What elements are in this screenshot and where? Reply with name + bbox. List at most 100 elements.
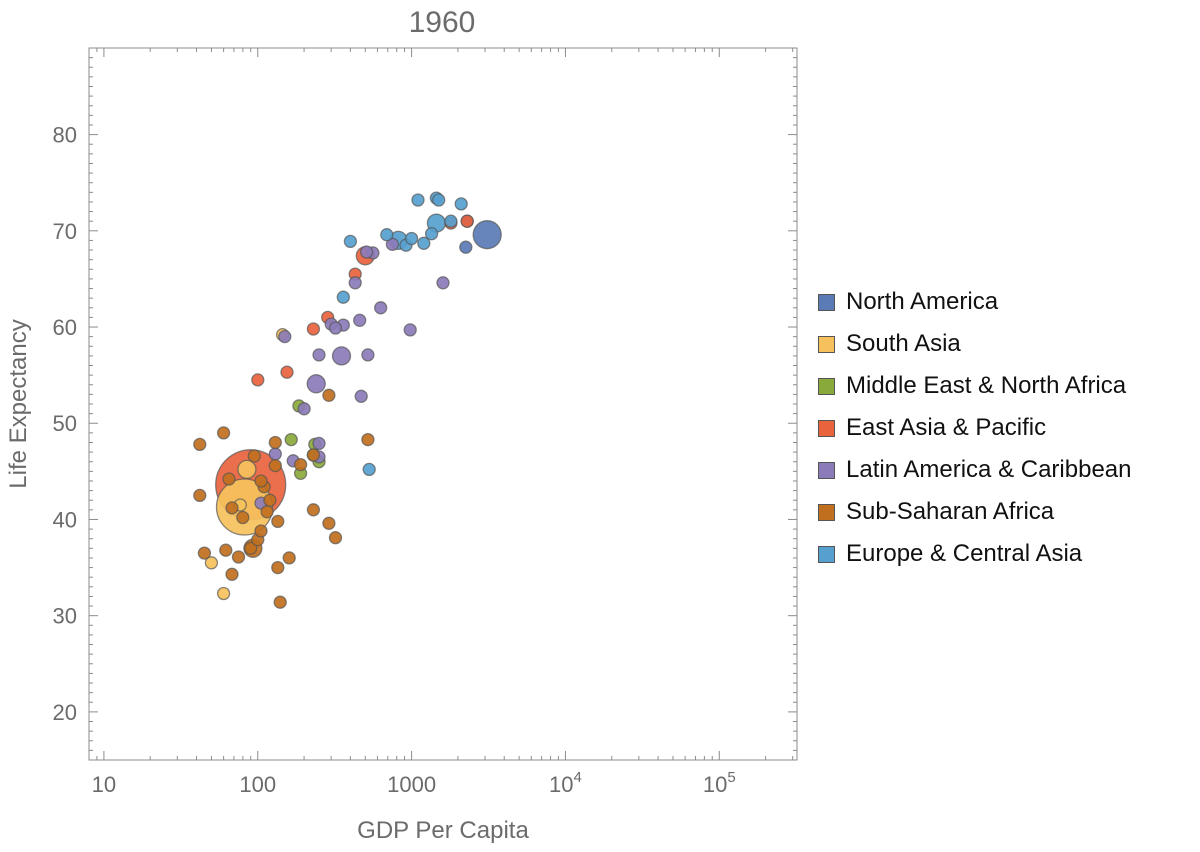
data-point [193,488,207,503]
data-point [424,227,439,241]
data-point [343,234,358,249]
legend-swatch [818,377,835,395]
data-point [216,586,231,601]
y-tick-label: 60 [53,315,77,340]
data-point [385,237,400,251]
legend-swatch [818,293,835,311]
y-tick-label: 20 [53,700,77,725]
data-point [263,493,277,507]
y-tick-label: 30 [53,604,77,629]
x-tick-label: 1000 [387,772,436,797]
data-point [322,516,336,530]
plot-frame [88,47,798,761]
data-point [331,346,352,366]
legend-label: East Asia & Pacific [846,414,1047,441]
data-point [237,459,257,480]
data-point [251,373,265,387]
data-point [354,389,368,403]
data-point [260,505,274,519]
data-point [268,447,282,461]
legend-item: South Asia [818,323,1132,365]
data-point [328,321,343,335]
data-point [225,567,239,581]
legend-label: South Asia [846,330,961,357]
data-point [348,276,362,290]
data-point [454,197,468,211]
legend-swatch [818,503,835,521]
data-point [336,290,350,304]
legend-label: Latin America & Caribbean [846,456,1132,483]
data-point [328,531,343,545]
data-point [361,348,375,362]
data-point [361,432,375,447]
x-tick-labels: 10 100 1000 104 105 [92,769,736,797]
data-point [280,365,294,379]
data-point [472,220,502,250]
data-point [282,551,296,565]
data-point [306,448,321,462]
legend-swatch [818,545,835,563]
data-point [247,449,261,463]
data-point [278,329,292,344]
data-point [436,276,450,290]
data-point [268,435,282,450]
data-point [353,313,367,327]
data-point [312,436,326,451]
legend-label: North America [846,288,999,315]
legend-swatch [818,419,835,437]
legend-swatch [818,461,835,479]
data-point [293,457,308,472]
legend-swatch [818,335,835,353]
data-point [403,323,417,337]
legend-item: Europe & Central Asia [818,533,1132,575]
data-point [380,228,394,242]
data-point [197,546,212,560]
data-point [460,214,474,228]
legend-label: Sub-Saharan Africa [846,498,1055,525]
legend-item: East Asia & Pacific [818,407,1132,449]
data-point [244,541,258,555]
data-point [411,193,425,207]
x-tick-label: 105 [703,769,736,797]
y-axis-title: Life Expectancy [5,319,32,488]
data-point [236,510,250,525]
data-point [306,374,326,394]
data-point [359,245,374,259]
data-point [273,595,287,609]
data-point [432,193,446,207]
legend-item: Sub-Saharan Africa [818,491,1132,533]
data-point [254,474,268,488]
y-tick-label: 80 [53,123,77,148]
data-point [271,560,285,575]
data-point [271,514,285,529]
data-point [322,388,336,402]
data-point [459,240,473,254]
data-point [306,503,321,517]
legend: North America South Asia Middle East & Nor… [818,281,1132,575]
data-point [404,231,419,246]
x-tick-label: 100 [239,772,276,797]
data-point [297,402,311,416]
data-point [306,322,321,336]
data-point [231,550,246,564]
data-points [193,191,502,609]
data-point [312,348,326,362]
scatter-chart: 1960 20 30 40 50 60 70 80 10 100 1000 104 105 GDP … [5,6,798,844]
data-point [284,432,298,447]
data-point [374,301,388,315]
x-tick-label: 104 [549,769,582,797]
y-tick-labels: 20 30 40 50 60 70 80 [53,123,77,725]
y-tick-label: 70 [53,219,77,244]
data-point [204,556,219,570]
data-point [225,501,239,515]
legend-label: Europe & Central Asia [846,540,1083,567]
legend-item: North America [818,281,1132,323]
data-point [268,458,282,473]
data-point [444,214,458,228]
y-tick-label: 40 [53,507,77,532]
data-point [216,426,231,440]
chart-title: 1960 [409,6,476,39]
axis-ticks [88,48,797,760]
y-tick-label: 50 [53,411,77,436]
data-point [222,472,236,486]
